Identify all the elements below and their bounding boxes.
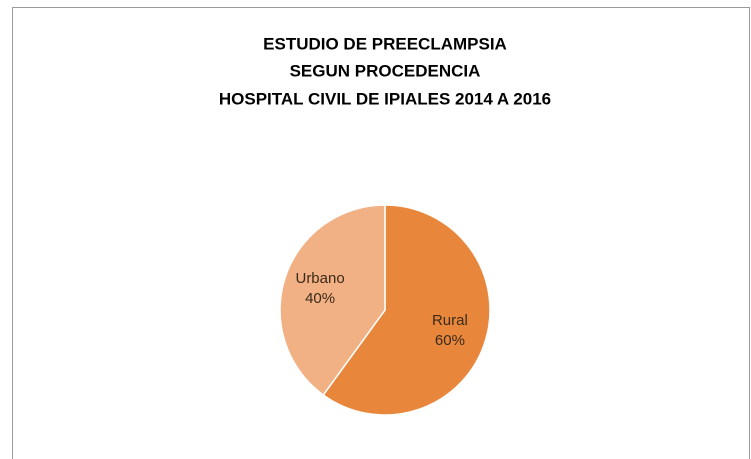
slice-label: Rural — [432, 312, 468, 329]
pie-slice — [279, 204, 386, 396]
slice-value-label: 60% — [435, 332, 465, 349]
chart-title: ESTUDIO DE PREECLAMPSIA — [263, 34, 507, 53]
pie-slice — [322, 204, 491, 416]
chart-title: SEGUN PROCEDENCIA — [290, 61, 481, 80]
chart-title: HOSPITAL CIVIL DE IPIALES 2014 A 2016 — [219, 89, 551, 108]
slice-value-label: 40% — [305, 290, 335, 307]
slice-label: Urbano — [295, 270, 344, 287]
